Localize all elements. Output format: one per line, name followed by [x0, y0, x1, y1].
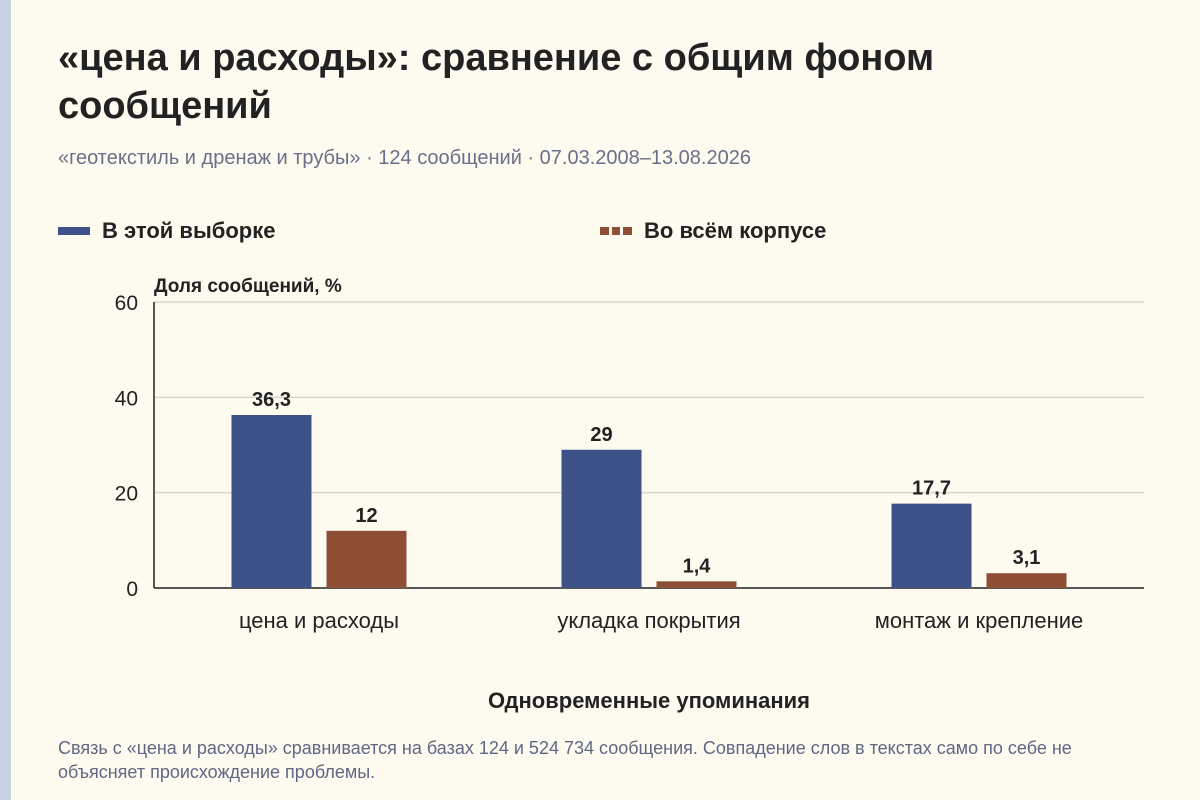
bar-chart: 0 20 40 60 Доля сообщений, % 36,3 12 цена и рас…	[115, 276, 1144, 713]
bar-corpus	[656, 581, 737, 588]
bar-value-label: 17,7	[912, 478, 951, 500]
bar-sample	[561, 449, 642, 588]
chart-title: «цена и расходы»: сравнение с общим фоно…	[58, 37, 935, 127]
legend-swatch-sample	[58, 227, 90, 235]
bar-value-label: 36,3	[252, 389, 291, 411]
x-tick-label: укладка покрытия	[557, 608, 740, 633]
bar-sample	[891, 503, 972, 588]
legend-item-sample: В этой выборке	[58, 218, 275, 244]
legend-label-sample: В этой выборке	[102, 218, 276, 243]
bar-corpus	[326, 530, 407, 588]
bar-value-label: 29	[590, 424, 612, 446]
bar-sample	[231, 414, 312, 588]
y-tick-label: 60	[115, 292, 138, 315]
bar-value-label: 12	[355, 505, 377, 527]
legend-swatch-corpus	[600, 227, 633, 235]
bar-corpus	[986, 573, 1067, 588]
y-tick-label: 40	[115, 387, 138, 410]
legend-label-corpus: Во всём корпусе	[644, 218, 827, 243]
legend-item-corpus: Во всём корпусе	[600, 218, 826, 244]
y-tick-label: 20	[115, 483, 138, 506]
left-accent-bar	[0, 0, 11, 800]
bar-value-label: 3,1	[1013, 547, 1041, 569]
footer-note: Связь с «цена и расходы» сравнивается на…	[58, 738, 1072, 782]
y-tick-label: 0	[126, 578, 138, 601]
chart-subtitle: «геотекстиль и дренаж и трубы» · 124 соо…	[58, 147, 751, 169]
y-axis-label: Доля сообщений, %	[154, 276, 342, 297]
bar-value-label: 1,4	[683, 555, 712, 577]
x-tick-label: цена и расходы	[239, 608, 399, 633]
x-axis-label: Одновременные упоминания	[488, 688, 810, 713]
x-tick-label: монтаж и крепление	[875, 608, 1084, 633]
